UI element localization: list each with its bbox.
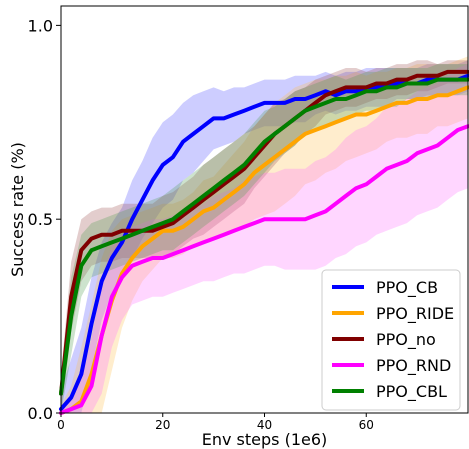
- y-axis-ticks: 0.0 0.5 1.0: [28, 16, 61, 423]
- x-tick-label: 40: [257, 418, 272, 432]
- x-axis-ticks: 0 20 40 60: [57, 413, 374, 432]
- band-ppo-ride: [61, 56, 468, 414]
- legend: PPO_CB PPO_RIDE PPO_no PPO_RND PPO_CBL: [321, 269, 461, 411]
- line-ppo-rnd: [59, 124, 469, 415]
- y-tick-label: 0.0: [28, 404, 53, 423]
- legend-label: PPO_RND: [376, 356, 451, 376]
- line-ppo-cbl: [59, 77, 469, 396]
- band-ppo-cb: [61, 60, 468, 414]
- x-tick-label: 60: [359, 418, 374, 432]
- x-tick-label: 0: [57, 418, 65, 432]
- line-ppo-cb: [59, 73, 469, 412]
- legend-label: PPO_RIDE: [376, 304, 454, 324]
- y-axis-label: Success rate (%): [8, 142, 27, 277]
- series-lines: [59, 69, 469, 415]
- line-ppo-ride: [59, 85, 469, 415]
- legend-label: PPO_CB: [376, 278, 438, 298]
- legend-label: PPO_no: [376, 330, 436, 350]
- line-ppo-no: [59, 69, 469, 396]
- legend-label: PPO_CBL: [376, 382, 447, 402]
- band-ppo-rnd: [61, 64, 468, 413]
- x-axis-label: Env steps (1e6): [202, 430, 328, 449]
- y-tick-label: 0.5: [28, 210, 53, 229]
- x-tick-label: 20: [155, 418, 170, 432]
- band-ppo-no: [61, 60, 468, 414]
- legend-box: [321, 269, 461, 411]
- y-tick-label: 1.0: [28, 16, 53, 35]
